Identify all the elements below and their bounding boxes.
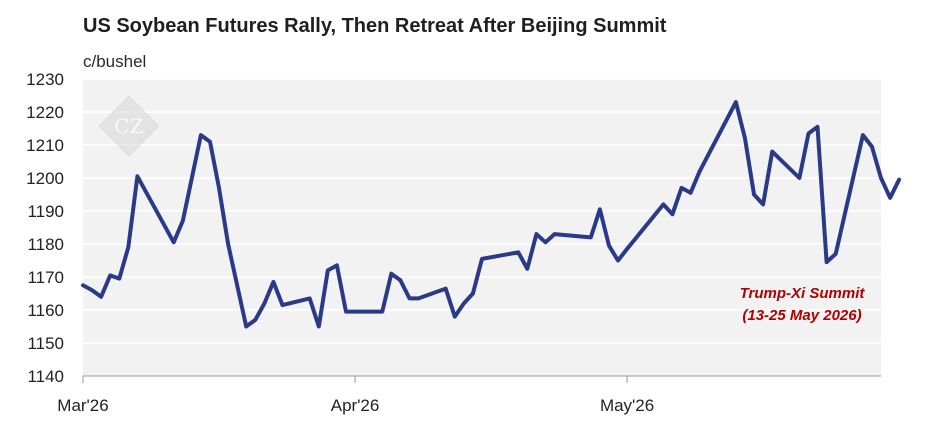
x-axis-tick-labels: Mar'26 Apr'26 May'26 [57, 396, 654, 415]
summit-annotation-line-2: (13-25 May 2026) [742, 307, 861, 324]
y-tick-label: 1190 [27, 202, 64, 221]
cz-watermark-logo: CZ [98, 95, 160, 157]
y-tick-label: 1150 [27, 334, 64, 353]
x-tick-label: Mar'26 [57, 396, 108, 415]
y-tick-label: 1200 [26, 169, 64, 188]
x-tick-label: May'26 [600, 396, 654, 415]
y-axis-unit-label: c/bushel [83, 52, 147, 71]
chart-title: US Soybean Futures Rally, Then Retreat A… [83, 15, 667, 37]
y-tick-label: 1140 [27, 367, 64, 386]
svg-text:CZ: CZ [114, 114, 143, 138]
y-tick-label: 1170 [27, 268, 64, 287]
y-tick-label: 1230 [26, 70, 64, 89]
y-tick-label: 1210 [26, 136, 64, 155]
summit-annotation-line-1: Trump-Xi Summit [740, 285, 866, 302]
plot-background [83, 79, 881, 376]
axes [82, 375, 881, 383]
x-tick-label: Apr'26 [331, 396, 380, 415]
y-tick-label: 1180 [27, 235, 64, 254]
y-axis-tick-labels: 1140 1150 1160 1170 1180 1190 1200 1210 1220 1230 [26, 70, 64, 386]
soybean-futures-series-line [81, 100, 902, 329]
y-tick-label: 1160 [27, 301, 64, 320]
y-tick-label: 1220 [26, 103, 64, 122]
